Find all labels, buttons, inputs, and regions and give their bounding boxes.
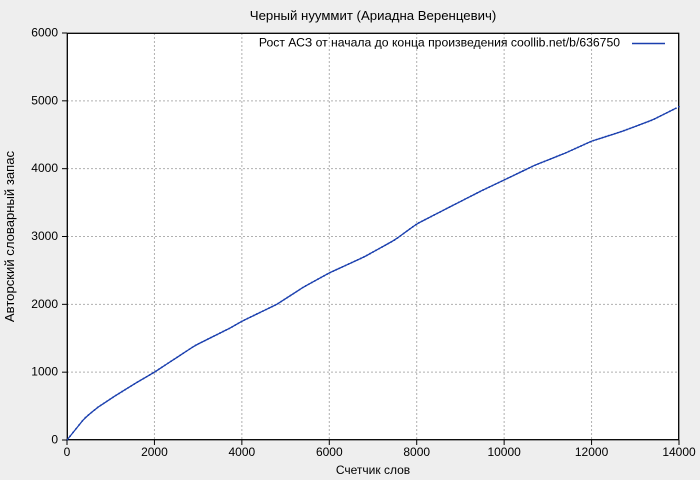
svg-text:1000: 1000 [31,365,58,379]
svg-text:Счетчик слов: Счетчик слов [336,463,410,477]
svg-text:12000: 12000 [575,445,609,459]
svg-text:4000: 4000 [31,161,58,175]
svg-text:6000: 6000 [316,445,343,459]
svg-text:2000: 2000 [141,445,168,459]
svg-text:10000: 10000 [487,445,521,459]
svg-text:3000: 3000 [31,229,58,243]
svg-text:6000: 6000 [31,26,58,40]
svg-text:Рост АСЗ от начала до конца пр: Рост АСЗ от начала до конца произведения… [259,36,620,50]
svg-text:8000: 8000 [403,445,430,459]
svg-text:4000: 4000 [229,445,256,459]
svg-text:5000: 5000 [31,93,58,107]
svg-text:Черный нууммит (Ариадна Веренц: Черный нууммит (Ариадна Веренцевич) [250,8,496,23]
svg-text:14000: 14000 [662,445,696,459]
svg-text:2000: 2000 [31,297,58,311]
svg-text:0: 0 [64,445,71,459]
svg-text:0: 0 [51,433,58,447]
svg-text:Авторский словарный запас: Авторский словарный запас [2,150,17,322]
